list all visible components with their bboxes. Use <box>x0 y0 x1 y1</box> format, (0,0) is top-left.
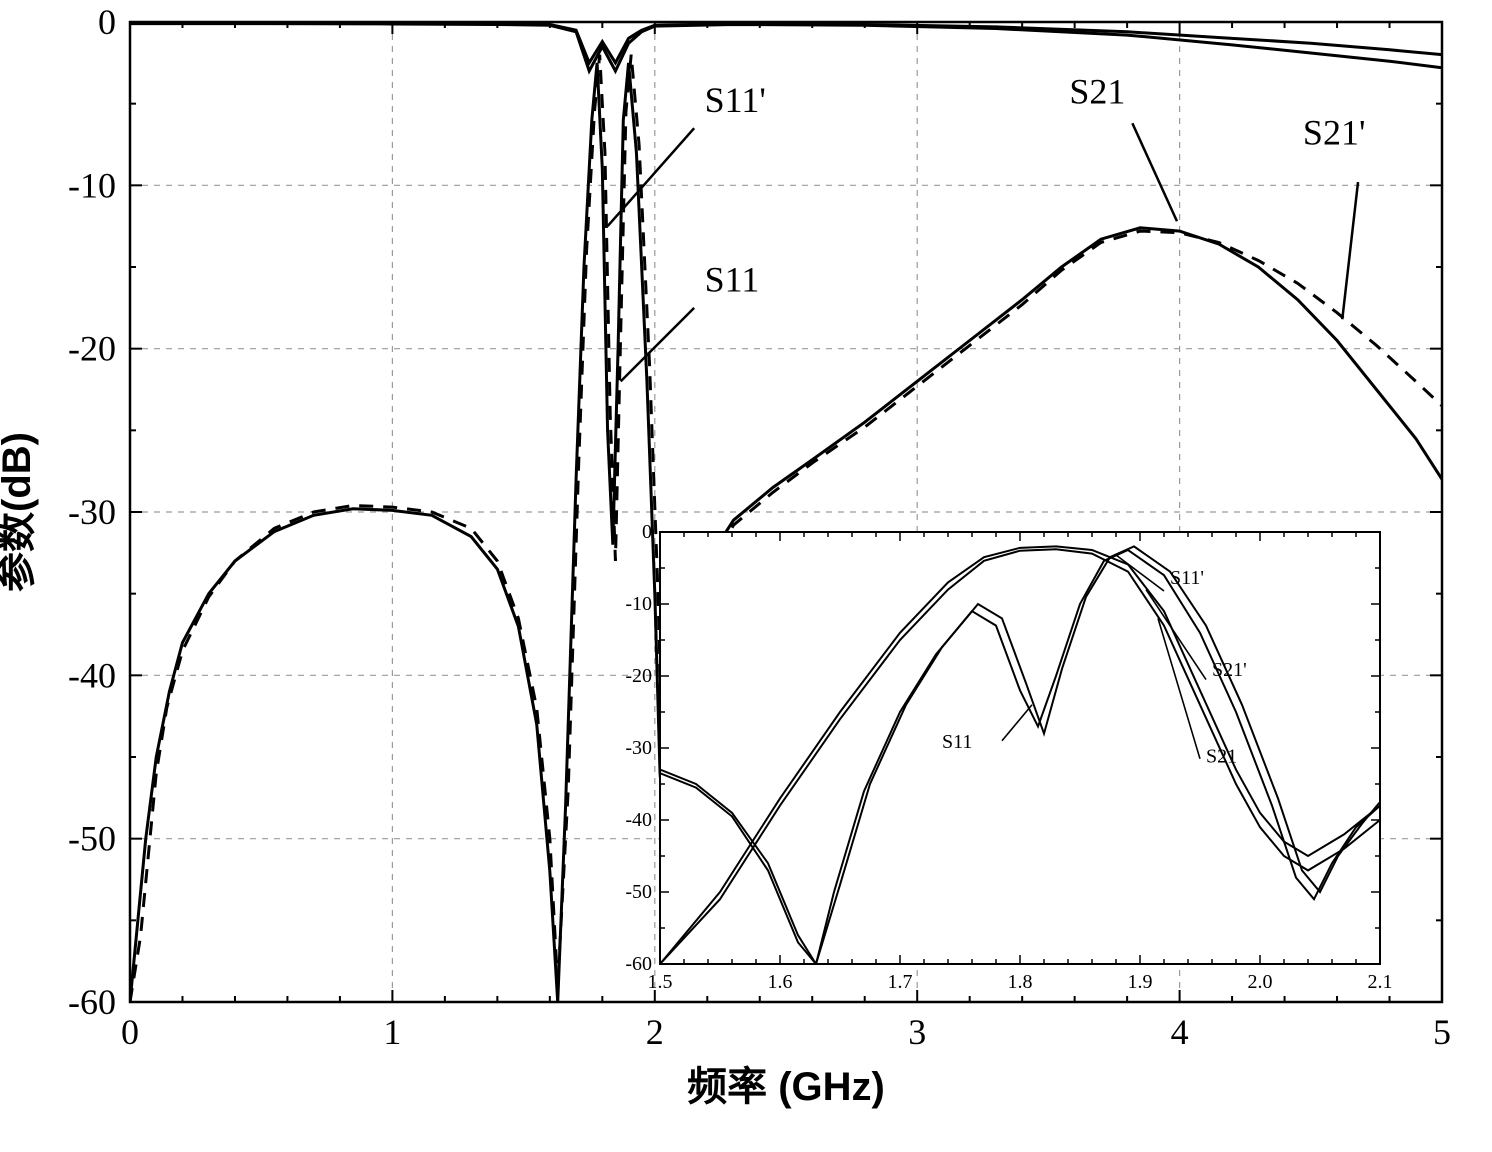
inset-x-tick-label: 1.9 <box>1128 971 1153 993</box>
y-axis-label: 参数(dB) <box>0 432 39 592</box>
annotation-label: S21 <box>1069 72 1125 112</box>
y-tick-label: -60 <box>68 982 116 1022</box>
x-tick-label: 1 <box>383 1012 401 1052</box>
inset-y-tick-label: -20 <box>625 665 652 687</box>
y-tick-label: -20 <box>68 329 116 369</box>
x-tick-label: 4 <box>1171 1012 1189 1052</box>
y-tick-label: -50 <box>68 819 116 859</box>
y-tick-label: -10 <box>68 165 116 205</box>
inset-y-tick-label: -10 <box>625 593 652 615</box>
x-tick-label: 5 <box>1433 1012 1451 1052</box>
inset-chart: 1.51.61.71.81.92.02.1-60-50-40-30-20-100… <box>625 521 1392 993</box>
annotation-label: S11' <box>705 80 766 120</box>
inset-annotation-label: S11 <box>942 731 972 753</box>
inset-x-tick-label: 1.7 <box>888 971 913 993</box>
inset-x-tick-label: 1.6 <box>768 971 793 993</box>
inset-x-tick-label: 1.8 <box>1008 971 1033 993</box>
y-tick-label: -40 <box>68 655 116 695</box>
inset-y-tick-label: -30 <box>625 737 652 759</box>
inset-x-tick-label: 2.1 <box>1368 971 1393 993</box>
y-tick-label: 0 <box>98 2 116 42</box>
inset-annotation-label: S21 <box>1206 745 1237 767</box>
inset-background <box>660 532 1380 964</box>
inset-y-tick-label: 0 <box>642 521 652 543</box>
inset-y-tick-label: -50 <box>625 881 652 903</box>
inset-y-tick-label: -60 <box>625 953 652 975</box>
inset-annotation-label: S11' <box>1170 567 1204 589</box>
y-tick-label: -30 <box>68 492 116 532</box>
annotation-label: S11 <box>705 260 760 300</box>
x-tick-label: 3 <box>908 1012 926 1052</box>
inset-annotation-label: S21' <box>1212 659 1247 681</box>
x-tick-label: 2 <box>646 1012 664 1052</box>
x-axis-label: 频率 (GHz) <box>687 1065 885 1109</box>
x-tick-label: 0 <box>121 1012 139 1052</box>
annotation-label: S21' <box>1303 113 1366 153</box>
inset-y-tick-label: -40 <box>625 809 652 831</box>
svg-canvas: 0 1 2 3 4 5 -60 -50 -40 -30 -20 -10 0 频率 (GHz) 参数(dB) S… <box>0 0 1492 1152</box>
inset-x-tick-label: 2.0 <box>1248 971 1273 993</box>
chart-root: 0 1 2 3 4 5 -60 -50 -40 -30 -20 -10 0 频率 (GHz) 参数(dB) S… <box>0 0 1492 1152</box>
